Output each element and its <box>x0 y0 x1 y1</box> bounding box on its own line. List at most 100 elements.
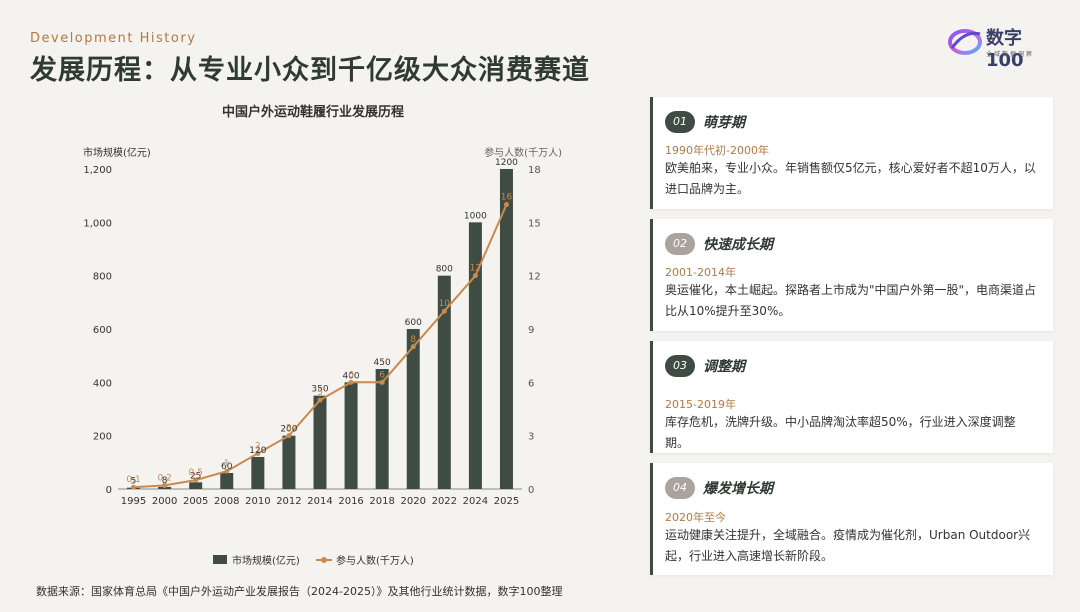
line-value-label: 5 <box>317 388 323 398</box>
bar-value-label: 200 <box>280 425 297 435</box>
brand-logo: 数字100 全域数据洞察 <box>946 24 1056 71</box>
bar-value-label: 800 <box>436 265 453 275</box>
bar <box>406 329 420 489</box>
bar <box>468 222 482 490</box>
y-left-tick-label: 200 <box>93 432 112 443</box>
phase-description: 欧美舶来，专业小众。年销售额仅5亿元，核心爱好者不超10万人，以进口品牌为主。 <box>665 161 1036 196</box>
line-value-label: 16 <box>501 193 513 203</box>
line-point <box>255 450 261 456</box>
x-tick-label: 2025 <box>494 496 519 507</box>
chart-area: 中国户外运动鞋履行业发展历程 市场规模(亿元) 参与人数(千万人) 0 200 40… <box>83 104 562 567</box>
line-point <box>286 433 292 439</box>
phase-number-badge: 04 <box>665 477 695 499</box>
x-tick-label: 1995 <box>121 496 146 507</box>
y-axis-left-label: 市场规模(亿元) <box>83 146 151 159</box>
chart-legend: 市场规模(亿元) 参与人数(千万人) <box>213 554 414 567</box>
y-axis-right-label: 参与人数(千万人) <box>484 146 562 159</box>
line-point <box>410 344 416 350</box>
y-left-tick-label: 800 <box>93 272 112 283</box>
line-point <box>503 202 509 208</box>
line-point <box>131 484 137 490</box>
phase-title: 萌芽期 <box>703 115 745 131</box>
bar-value-label: 1200 <box>495 158 518 168</box>
x-tick-label: 2008 <box>214 496 239 507</box>
x-tick-label: 2024 <box>463 496 488 507</box>
logo-text: 数字100 <box>986 28 1024 71</box>
y-right-tick-label: 12 <box>528 272 541 283</box>
logo-subtext: 全域数据洞察 <box>986 51 1035 58</box>
phase-period: 1990年代初-2000年 <box>665 144 769 157</box>
bar-value-label: 120 <box>249 446 266 456</box>
y-right-tick-label: 15 <box>528 218 541 229</box>
phase-card-2: 02 快速成长期 2001-2014年 奥运催化，本土崛起。探路者上市成为"中国… <box>650 219 1053 331</box>
bar <box>189 482 203 489</box>
bar-value-label: 60 <box>221 462 233 472</box>
x-tick-label: 2012 <box>276 496 301 507</box>
x-tick-label: 2016 <box>338 496 363 507</box>
line-point <box>317 397 323 403</box>
y-right-tick-label: 3 <box>528 432 534 443</box>
phase-description: 奥运催化，本土崛起。探路者上市成为"中国户外第一股"，电商渠道占比从10%提升至… <box>665 283 1037 318</box>
line-point <box>162 482 168 488</box>
phase-title: 爆发增长期 <box>703 481 773 497</box>
y-left-tick-label: 400 <box>93 378 112 389</box>
y-right-tick-label: 0 <box>528 485 534 496</box>
bar-value-label: 600 <box>405 318 422 328</box>
chart-title: 中国户外运动鞋履行业发展历程 <box>222 104 404 120</box>
line-point <box>441 308 447 314</box>
phase-title: 快速成长期 <box>703 237 773 253</box>
phase-number-badge: 02 <box>665 233 695 255</box>
phase-card-1: 01 萌芽期 1990年代初-2000年 欧美舶来，专业小众。年销售额仅5亿元，… <box>650 97 1053 209</box>
y-right-tick-label: 6 <box>528 378 534 389</box>
chart-svg: 中国户外运动鞋履行业发展历程 市场规模(亿元) 参与人数(千万人) 0 200 40… <box>83 104 562 567</box>
x-tick-label: 2000 <box>152 496 177 507</box>
bar-value-label: 1000 <box>464 211 487 221</box>
line-value-label: 2 <box>255 441 261 451</box>
phase-number-badge: 03 <box>665 355 695 377</box>
bar <box>313 395 327 489</box>
y-left-tick-label: 600 <box>93 325 112 336</box>
phase-period: 2001-2014年 <box>665 266 736 279</box>
x-tick-label: 2014 <box>307 496 332 507</box>
page-title: 发展历程：从专业小众到千亿级大众消费赛道 <box>30 55 590 86</box>
bar <box>375 369 389 489</box>
x-tick-label: 2005 <box>183 496 208 507</box>
phase-period: 2015-2019年 <box>665 398 736 411</box>
line-value-label: 0.5 <box>189 468 203 478</box>
bar-value-label: 5 <box>131 477 137 487</box>
line-point <box>472 273 478 279</box>
line-value-label: 6 <box>348 370 354 380</box>
line-value-label: 0.1 <box>126 475 140 485</box>
line-point <box>379 379 385 385</box>
bar <box>344 382 358 489</box>
y-right-tick-label: 9 <box>528 325 534 336</box>
x-tick-label: 2020 <box>401 496 426 507</box>
legend-bar-label: 市场规模(亿元) <box>232 554 300 567</box>
bar-value-label: 400 <box>342 371 359 381</box>
phase-description: 运动健康关注提升，全域融合。疫情成为催化剂，Urban Outdoor兴起，行业… <box>665 528 1031 563</box>
y-left-tick-label: 1,200 <box>83 165 112 176</box>
legend-line-marker <box>321 557 327 563</box>
bar-value-label: 450 <box>374 358 391 368</box>
bar <box>220 473 234 489</box>
line-value-label: 6 <box>379 370 385 380</box>
phase-title: 调整期 <box>703 359 745 375</box>
x-tick-label: 2022 <box>432 496 457 507</box>
x-tick-label: 2018 <box>369 496 394 507</box>
line-point <box>193 477 199 483</box>
phase-card-4: 04 爆发增长期 2020年至今 运动健康关注提升，全域融合。疫情成为催化剂，U… <box>650 463 1053 575</box>
bar-value-label: 8 <box>162 476 168 486</box>
data-source-note: 数据来源：国家体育总局《中国户外运动产业发展报告（2024-2025）》及其他行… <box>36 585 563 598</box>
y-right-tick-label: 18 <box>528 165 541 176</box>
logo-icon <box>948 29 982 55</box>
line-value-label: 3 <box>286 424 292 434</box>
line-value-label: 0.2 <box>157 473 171 483</box>
line-point <box>224 468 230 474</box>
line-point <box>348 379 354 385</box>
bar <box>499 169 513 489</box>
phase-description: 库存危机，洗牌升级。中小品牌淘汰率超50%，行业进入深度调整期。 <box>665 415 1016 450</box>
x-tick-label: 2010 <box>245 496 270 507</box>
legend-line-label: 参与人数(千万人) <box>336 554 414 567</box>
subtitle-en: Development History <box>30 31 197 46</box>
line-value-label: 10 <box>439 299 451 309</box>
